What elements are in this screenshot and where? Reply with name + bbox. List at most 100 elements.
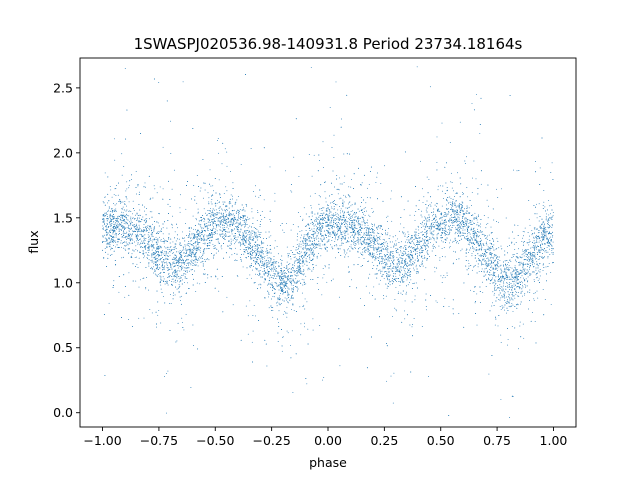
data-point (119, 247, 120, 249)
data-point (465, 255, 467, 257)
data-point (485, 286, 487, 287)
data-point (292, 392, 294, 394)
data-point (169, 251, 170, 252)
data-point (499, 306, 501, 307)
data-point (150, 240, 152, 242)
data-point (518, 348, 519, 350)
data-point (236, 239, 238, 241)
data-point (266, 266, 268, 268)
data-point (397, 262, 399, 264)
data-point (110, 249, 112, 251)
data-point (240, 234, 242, 236)
data-point (225, 233, 226, 235)
data-point (166, 263, 168, 265)
data-point (432, 222, 434, 224)
data-point (143, 242, 145, 244)
data-point (129, 243, 131, 245)
data-point (384, 242, 386, 244)
data-point (480, 183, 482, 185)
data-point (525, 278, 527, 280)
data-point (468, 265, 470, 267)
data-point (321, 229, 323, 231)
data-point (376, 273, 378, 275)
data-point (303, 279, 305, 281)
data-point (253, 227, 255, 228)
data-point (419, 252, 421, 254)
data-point (548, 199, 549, 201)
data-point (344, 230, 346, 232)
data-point (296, 258, 297, 260)
data-point (546, 237, 547, 239)
data-point (167, 284, 169, 286)
data-point (116, 226, 118, 228)
data-point (187, 243, 189, 244)
data-point (522, 323, 524, 325)
data-point (298, 247, 299, 249)
data-point (193, 236, 194, 238)
data-point (421, 262, 423, 264)
data-point (512, 271, 513, 273)
data-point (322, 213, 324, 215)
data-point (336, 204, 338, 206)
data-point (461, 248, 463, 250)
data-point (180, 299, 181, 301)
data-point (301, 234, 303, 236)
data-point (454, 238, 456, 240)
data-point (511, 267, 513, 269)
data-point (500, 334, 502, 336)
data-point (316, 230, 318, 232)
data-point (155, 274, 157, 276)
data-point (173, 246, 175, 248)
data-point (433, 208, 435, 210)
data-point (411, 257, 413, 259)
data-point (272, 285, 274, 287)
data-point (283, 276, 285, 278)
data-point (214, 232, 216, 233)
data-point (347, 229, 349, 231)
data-point (148, 228, 150, 230)
data-point (535, 267, 537, 269)
data-point (443, 221, 445, 223)
data-point (471, 269, 473, 271)
data-point (521, 270, 523, 271)
data-point (542, 239, 543, 241)
data-point (291, 275, 293, 277)
data-point (370, 240, 372, 242)
data-point (126, 188, 128, 190)
data-point (245, 221, 247, 223)
data-point (171, 264, 173, 266)
data-point (546, 238, 548, 240)
data-point (213, 190, 214, 192)
data-point (524, 284, 526, 286)
data-point (316, 225, 318, 227)
data-point (139, 209, 141, 211)
data-point (184, 237, 185, 239)
data-point (178, 278, 180, 280)
data-point (240, 222, 242, 224)
data-point (217, 138, 219, 140)
data-point (517, 224, 519, 226)
data-point (449, 221, 450, 223)
data-point (469, 233, 471, 235)
data-point (206, 228, 208, 230)
data-point (483, 275, 485, 277)
data-point (395, 309, 397, 311)
data-point (261, 218, 263, 220)
data-point (162, 233, 164, 235)
data-point (194, 237, 195, 239)
data-point (408, 270, 409, 272)
data-point (444, 222, 446, 224)
data-point (280, 304, 281, 306)
data-point (129, 224, 131, 226)
data-point (486, 271, 488, 273)
data-point (134, 241, 136, 243)
data-point (310, 251, 312, 253)
data-point (141, 229, 142, 231)
data-point (215, 214, 217, 216)
data-point (424, 257, 426, 258)
data-point (128, 272, 130, 274)
data-point (131, 234, 133, 236)
data-point (365, 239, 367, 241)
data-point (544, 251, 546, 253)
data-point (377, 228, 378, 230)
